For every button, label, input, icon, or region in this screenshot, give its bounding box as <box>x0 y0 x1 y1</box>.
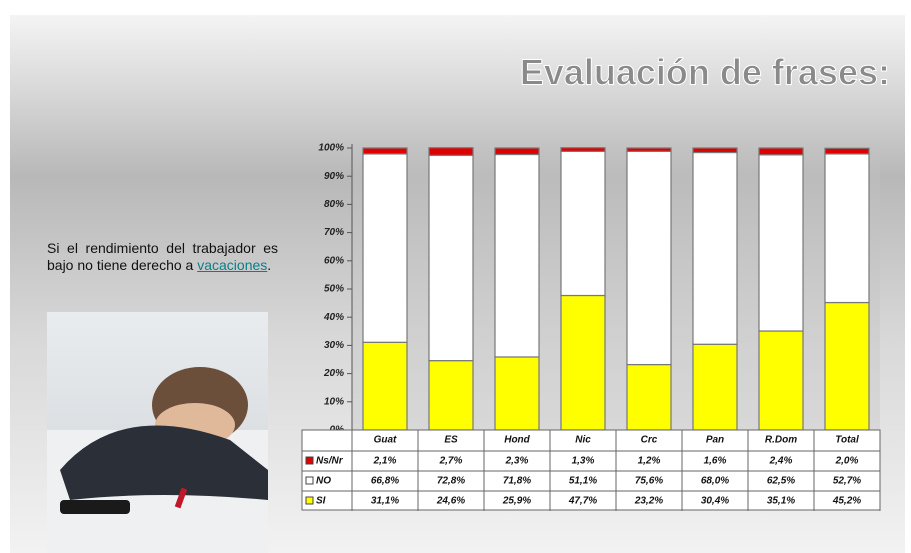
data-label: 75,6% <box>635 476 663 487</box>
bar-segment <box>494 356 540 431</box>
bar-segment <box>824 301 870 431</box>
bar-segment <box>758 330 804 431</box>
data-label: 1,3% <box>572 456 595 467</box>
data-label: 52,7% <box>833 476 861 487</box>
legend-label: SI <box>316 496 326 507</box>
bar-segment <box>560 294 606 431</box>
y-tick-label: 20% <box>323 368 344 379</box>
x-tick-label: Hond <box>504 435 530 446</box>
bar-segment <box>494 147 540 156</box>
data-label: 1,2% <box>638 456 661 467</box>
data-label: 72,8% <box>437 476 465 487</box>
bar-segment <box>560 150 606 297</box>
data-label: 47,7% <box>568 496 597 507</box>
caption-link[interactable]: vacaciones <box>197 257 268 273</box>
bar-segment <box>428 154 474 362</box>
legend-swatch <box>305 476 314 485</box>
bar-segment <box>758 154 804 332</box>
bar-segment <box>428 360 474 431</box>
x-tick-label: Pan <box>706 435 724 446</box>
bar-segment <box>428 147 474 156</box>
data-label: 23,2% <box>634 496 663 507</box>
data-label: 2,7% <box>439 456 463 467</box>
legend-label: NO <box>316 476 331 487</box>
caption-text: . <box>267 257 272 273</box>
data-label: 2,0% <box>835 456 859 467</box>
data-label: 35,1% <box>767 496 795 507</box>
data-label: 31,1% <box>371 496 399 507</box>
x-tick-label: ES <box>444 435 458 446</box>
x-tick-label: R.Dom <box>765 435 797 446</box>
bar-segment <box>824 153 870 304</box>
data-label: 30,4% <box>701 496 729 507</box>
photo <box>47 312 268 553</box>
y-tick-label: 30% <box>324 340 344 351</box>
bar-segment <box>626 147 672 152</box>
data-label: 24,6% <box>436 496 465 507</box>
x-tick-label: Total <box>835 435 859 446</box>
data-label: 1,6% <box>704 456 727 467</box>
data-label: 25,9% <box>502 496 531 507</box>
y-tick-label: 90% <box>324 171 344 182</box>
x-tick-label: Guat <box>374 435 397 446</box>
y-tick-label: 60% <box>324 255 344 266</box>
bar-segment <box>692 343 738 431</box>
data-label: 2,1% <box>373 456 397 467</box>
y-tick-label: 80% <box>324 199 344 210</box>
data-label: 2,3% <box>505 456 529 467</box>
bar-segment <box>362 153 408 343</box>
bar-segment <box>560 147 606 152</box>
y-tick-label: 100% <box>318 143 344 154</box>
data-label: 68,0% <box>701 476 729 487</box>
y-tick-label: 70% <box>324 227 344 238</box>
bar-segment <box>626 150 672 366</box>
chart-title: Evaluación de frases: <box>520 52 890 93</box>
data-label: 2,4% <box>769 456 793 467</box>
x-tick-label: Crc <box>641 435 658 446</box>
data-label: 71,8% <box>503 476 531 487</box>
y-tick-label: 40% <box>323 312 344 323</box>
legend-swatch <box>305 456 314 465</box>
caption-text: Si el rendimiento del trabajador es bajo… <box>47 240 278 273</box>
data-label: 62,5% <box>767 476 795 487</box>
bar-segment <box>692 147 738 154</box>
data-label: 51,1% <box>569 476 597 487</box>
bar-segment <box>824 147 870 155</box>
legend-swatch <box>305 496 314 505</box>
bar-segment <box>362 341 408 431</box>
bar-segment <box>758 147 804 156</box>
y-tick-label: 10% <box>324 396 344 407</box>
data-label: 45,2% <box>832 496 861 507</box>
y-tick-label: 50% <box>324 284 344 295</box>
bar-segment <box>626 363 672 431</box>
table <box>301 429 881 511</box>
caption: Si el rendimiento del trabajador es bajo… <box>47 240 278 274</box>
x-tick-label: Nic <box>575 435 591 446</box>
data-label: 66,8% <box>371 476 399 487</box>
bar-segment <box>692 151 738 345</box>
legend-label: Ns/Nr <box>316 456 344 467</box>
bar-segment <box>494 153 540 358</box>
bar-segment <box>362 147 408 155</box>
